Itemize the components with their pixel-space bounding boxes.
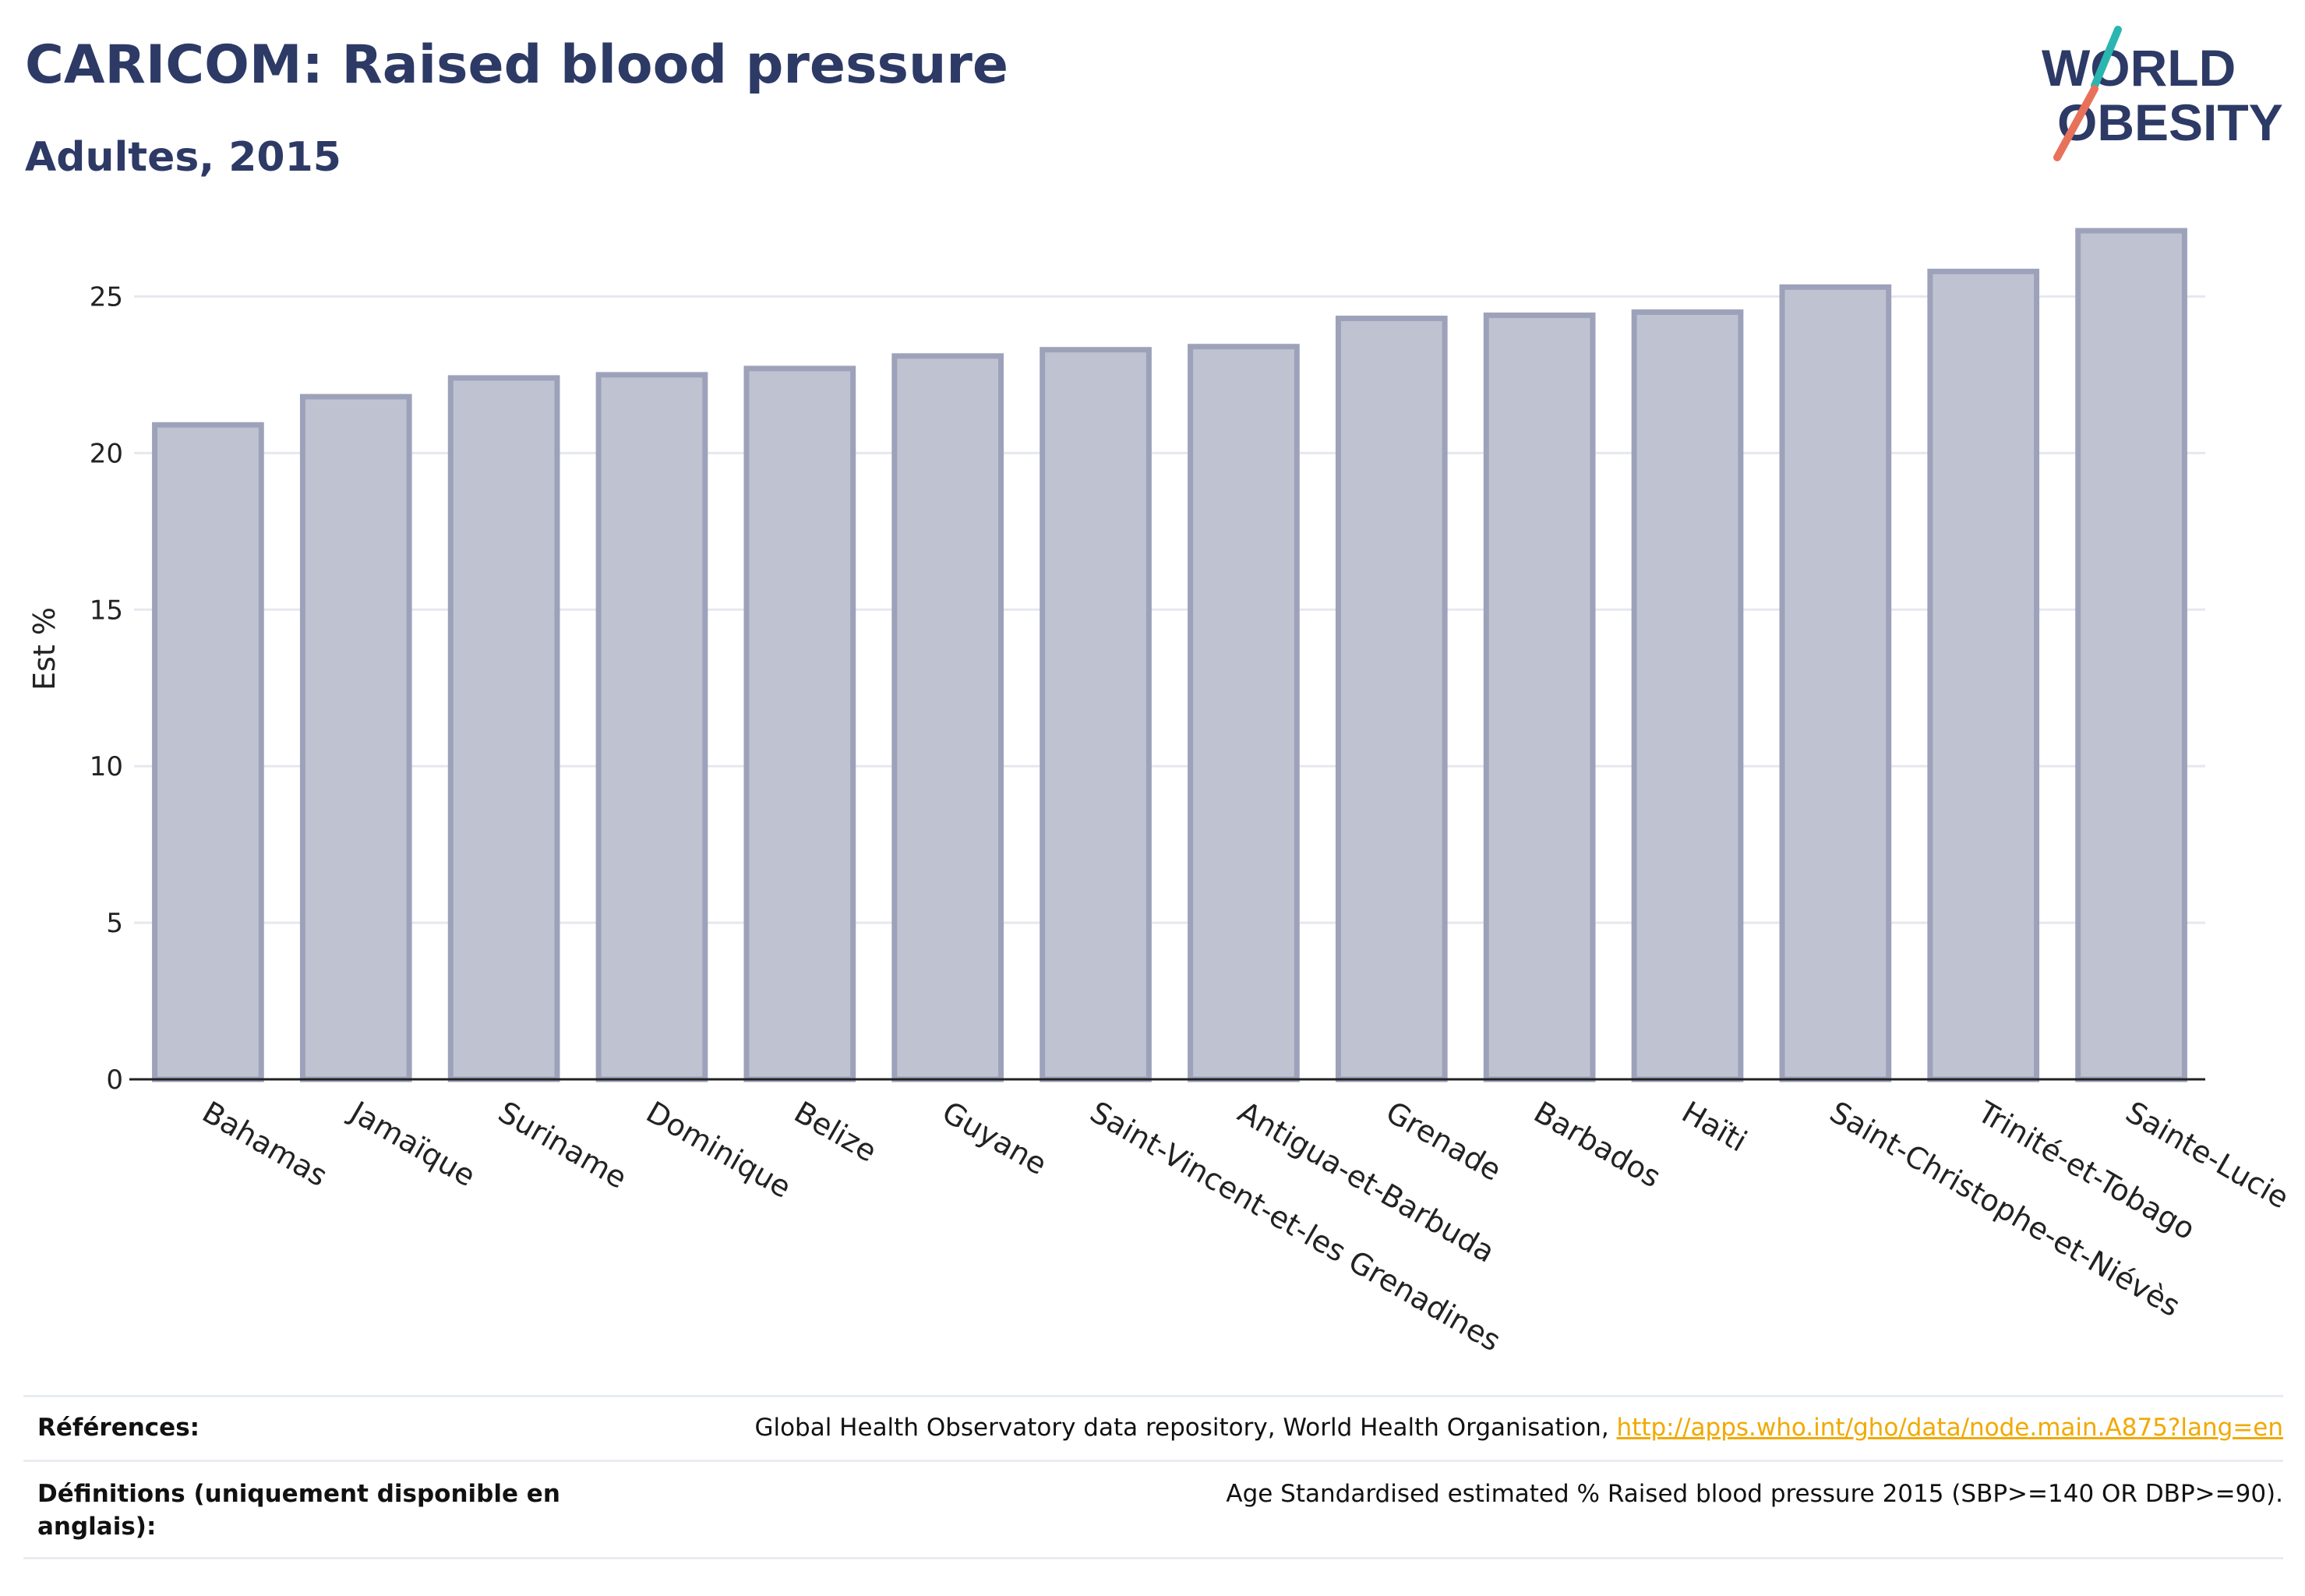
chart-title: CARICOM: Raised blood pressure [25,34,1009,96]
x-tick-label: Haïti [1676,1095,1753,1159]
bar-chart: 0 5 10 15 20 25 Est % Bahamas Jamaïque Suriname Do… [27,228,2295,1358]
logo-line1: WORLD [2042,39,2236,97]
bar [891,353,1004,1082]
bar [1927,268,2040,1082]
references-row: Références: Global Health Observatory da… [23,1395,2283,1460]
bar [1335,316,1448,1082]
bar [1631,309,1744,1082]
bar [1483,312,1596,1082]
chart-subtitle: Adultes, 2015 [25,134,341,181]
y-tick-label: 10 [90,751,123,782]
y-tick-label: 20 [90,438,123,469]
definitions-value: Age Standardised estimated % Raised bloo… [1226,1480,2283,1508]
y-tick-label: 25 [90,281,123,312]
bar [152,422,264,1082]
footer: Références: Global Health Observatory da… [23,1395,2283,1559]
x-tick-label: Suriname [492,1095,633,1195]
definitions-label: Définitions (uniquement disponible en an… [37,1480,560,1541]
bar [299,394,412,1082]
logo-slash-coral [2053,85,2099,161]
bar [1779,284,1892,1082]
world-obesity-logo: WORLD OBESITY [2042,26,2283,161]
y-tick-label: 5 [106,908,123,939]
references-value: Global Health Observatory data repositor… [754,1411,2283,1444]
y-tick-label: 15 [90,595,123,626]
x-tick-label: Barbados [1528,1095,1667,1195]
x-tick-label: Dominique [641,1095,797,1205]
x-tick-label: Bahamas [196,1095,333,1194]
y-axis-label: Est % [27,607,62,690]
y-tick-label: 0 [106,1065,123,1096]
x-tick-label: Jamaïque [344,1094,482,1194]
x-tick-label: Grenade [1380,1095,1507,1188]
logo-slash-teal [2091,26,2122,90]
x-tick-label: Antigua-et-Barbuda [1232,1095,1500,1269]
definitions-row: Définitions (uniquement disponible en an… [23,1460,2283,1559]
bar [743,365,856,1082]
x-tick-label: Belize [789,1095,883,1169]
x-tick-label: Guyane [937,1095,1053,1181]
bar [2075,228,2187,1082]
bar [1188,344,1300,1082]
bar [447,375,560,1082]
logo-line2: OBESITY [2057,94,2283,151]
references-link[interactable]: http://apps.who.int/gho/data/node.main.A… [1616,1414,2283,1442]
references-text: Global Health Observatory data repositor… [754,1414,1617,1442]
bar [595,372,708,1082]
references-label: Références: [37,1414,200,1442]
bar [1040,347,1152,1082]
